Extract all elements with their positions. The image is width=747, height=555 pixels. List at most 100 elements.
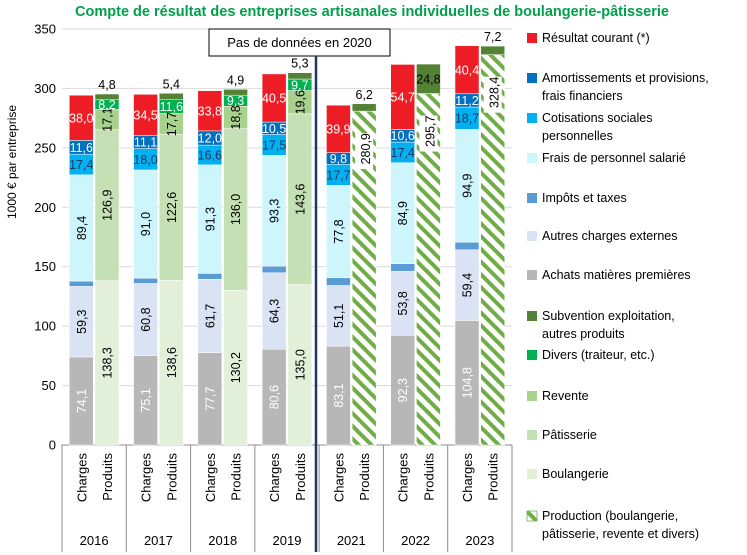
y-tick-label: 200 [34, 200, 56, 215]
bar-produits-2016-patisserie [94, 129, 120, 281]
bar-charges-2023-impots [454, 241, 480, 251]
year-label: 2016 [80, 533, 109, 548]
data-label: 126,9 [101, 190, 115, 221]
legend-label: Impôts et taxes [542, 191, 627, 205]
year-label: 2021 [337, 533, 366, 548]
data-label: 104,8 [461, 367, 475, 398]
bars [69, 45, 505, 446]
bar-charges-2021-personnel [326, 185, 351, 279]
data-label: 18,8 [229, 105, 243, 129]
legend-label: Frais de personnel salarié [542, 151, 686, 165]
data-label: 5,4 [163, 77, 180, 91]
value-labels: 74,1 59,3 89,4 17,4 11,6 38,0 138,3 126,9 17,18,… [69, 30, 502, 413]
data-label: 77,8 [332, 219, 346, 243]
year-label: 2017 [144, 533, 173, 548]
bar-produits-2019-patisserie [287, 113, 313, 285]
data-label: 92,3 [396, 378, 410, 402]
legend-swatch-divers [527, 350, 537, 360]
year-label: 2023 [465, 533, 494, 548]
bar-charges-2017-resultat [133, 94, 158, 136]
data-label: 93,3 [268, 199, 282, 223]
x-tick-label: Charges [267, 453, 282, 503]
data-label: 280,9 [359, 133, 373, 164]
bar-charges-2016-impots [69, 280, 94, 287]
data-label: 138,6 [165, 347, 179, 378]
x-tick-label: Charges [74, 453, 89, 503]
year-label: 2019 [273, 533, 302, 548]
bar-charges-2017-personnel [133, 169, 158, 279]
no-data-annotation-text: Pas de données en 2020 [227, 35, 372, 50]
legend-swatch-production [526, 510, 538, 522]
data-label: 17,7 [326, 168, 350, 182]
bar-produits-2018-subvention [223, 89, 248, 96]
bar-charges-2017-achats [133, 355, 158, 446]
data-label: 54,7 [391, 90, 415, 104]
data-label: 84,9 [396, 201, 410, 225]
data-label: 136,0 [229, 194, 243, 225]
bar-produits-2017-patisserie [159, 134, 184, 281]
bar-charges-2021-autres-charges [326, 285, 351, 347]
data-label: 77,7 [203, 387, 217, 411]
bar-charges-2016-personnel [69, 174, 94, 282]
bar-charges-2017-impots [133, 277, 158, 284]
bar-charges-2018-achats [197, 352, 223, 446]
data-label-backing [419, 115, 438, 152]
legend-swatch-subvention [527, 311, 537, 321]
bar-charges-2022-autres-charges [390, 271, 415, 336]
legend-swatch-cotisations [527, 113, 537, 123]
legend-swatch-amortissements [527, 73, 537, 83]
data-label: 17,4 [69, 158, 93, 172]
data-label: 51,1 [332, 304, 346, 328]
x-tick-label: Produits [486, 453, 501, 501]
y-gridlines [62, 28, 512, 446]
bar-charges-2016-achats [69, 356, 94, 446]
legend-label: Revente [542, 389, 589, 403]
legend-swatch-revente [527, 391, 537, 401]
data-label: 143,6 [293, 184, 307, 215]
x-tick-label: Produits [164, 453, 179, 501]
legend-label: Boulangerie [542, 467, 609, 481]
bar-charges-2017-autres-charges [133, 283, 158, 356]
legend-label: Achats matières premières [542, 268, 691, 282]
data-label: 18,0 [133, 153, 157, 167]
data-label: 11,1 [134, 135, 157, 149]
data-label: 4,8 [98, 78, 115, 92]
bar-charges-2018-autres-charges [197, 279, 223, 353]
bar-charges-2018-impots [197, 273, 223, 280]
data-label: 39,9 [326, 122, 350, 136]
legend-label: personnelles [542, 129, 613, 143]
data-label: 91,0 [139, 212, 153, 236]
chart-title: Compte de résultat des entreprises artis… [75, 4, 669, 20]
bar-charges-2021-impots [326, 277, 351, 286]
x-tick-label: Charges [139, 453, 154, 503]
y-tick-label: 50 [42, 378, 56, 393]
data-label: 33,8 [198, 104, 222, 118]
data-label: 328,4 [488, 77, 502, 108]
year-label: 2018 [208, 533, 237, 548]
y-tick-label: 350 [34, 22, 56, 37]
no-data-annotation-box [208, 28, 391, 57]
legend: Résultat courant (*) Amortissements et pr… [526, 31, 709, 541]
data-label: 17,1 [101, 107, 115, 131]
bar-produits-2022-subvention [416, 63, 441, 94]
bar-charges-2019-impots [261, 265, 287, 274]
data-label: 38,0 [69, 111, 93, 125]
y-tick-label: 300 [34, 81, 56, 96]
data-label: 122,6 [165, 192, 179, 223]
x-tick-label: Charges [396, 453, 411, 503]
bar-charges-2023-resultat [454, 45, 480, 95]
data-label: 91,3 [203, 207, 217, 231]
data-label: 135,0 [293, 349, 307, 380]
data-label: 17,4 [391, 146, 415, 160]
legend-swatch-achats [527, 270, 537, 280]
bar-charges-2016-autres-charges [69, 286, 94, 358]
legend-label: Résultat courant (*) [542, 31, 650, 45]
bar-produits-2023-subvention [480, 45, 505, 55]
data-label: 83,1 [332, 383, 346, 407]
bar-produits-2017-subvention [159, 93, 184, 100]
bar-charges-2023-autres-charges [454, 249, 480, 321]
data-label: 16,6 [198, 148, 222, 162]
x-axis: Charges Produits 2016 Charges Produits 2017 Ch… [61, 445, 513, 552]
data-label: 12,0 [198, 131, 222, 145]
